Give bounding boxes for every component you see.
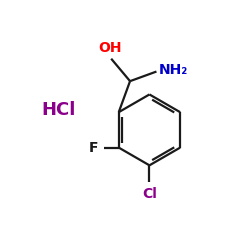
Text: F: F [89, 140, 99, 154]
Text: HCl: HCl [42, 101, 76, 119]
Text: Cl: Cl [142, 187, 157, 201]
Text: OH: OH [98, 41, 122, 55]
Text: NH₂: NH₂ [159, 63, 188, 77]
